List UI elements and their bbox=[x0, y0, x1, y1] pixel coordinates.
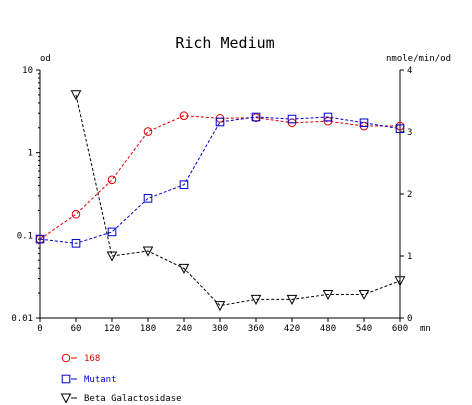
data-point bbox=[178, 263, 190, 274]
y-left-tick-label: 0.1 bbox=[17, 231, 33, 241]
data-point bbox=[143, 194, 153, 203]
x-tick-label: 420 bbox=[284, 324, 300, 334]
legend-label: Beta Galactosidase bbox=[84, 394, 182, 404]
data-point bbox=[142, 246, 154, 257]
legend: 168 Mutant Beta Galactosidase bbox=[60, 353, 182, 404]
legend-item: Beta Galactosidase bbox=[60, 393, 182, 404]
data-point bbox=[71, 239, 81, 248]
legend-marker bbox=[61, 353, 71, 363]
y-left-tick-label: 1 bbox=[28, 149, 33, 159]
series-line bbox=[75, 94, 401, 307]
data-point bbox=[215, 117, 225, 127]
data-point bbox=[70, 90, 82, 101]
series-1 bbox=[35, 112, 405, 248]
x-tick-label: 0 bbox=[37, 324, 42, 334]
data-point bbox=[322, 289, 334, 301]
y-right-tick-label: 2 bbox=[407, 190, 412, 200]
data-point bbox=[251, 112, 261, 122]
data-point bbox=[250, 294, 262, 305]
data-point bbox=[394, 276, 406, 287]
x-tick-label: 480 bbox=[320, 324, 336, 334]
x-tick-label: 300 bbox=[212, 324, 228, 334]
legend-marker bbox=[60, 393, 72, 404]
series-layer bbox=[35, 90, 406, 312]
x-tick-label: 60 bbox=[71, 324, 82, 334]
data-point bbox=[214, 301, 226, 312]
y-right-tick-label: 3 bbox=[407, 128, 412, 138]
legend-item: 168 bbox=[61, 353, 100, 364]
legend-item: Mutant bbox=[61, 374, 117, 385]
data-point bbox=[359, 118, 369, 128]
y-axis-left-label: od bbox=[40, 54, 51, 64]
series-0 bbox=[35, 111, 405, 244]
series-line bbox=[39, 116, 401, 244]
data-point bbox=[358, 289, 370, 301]
data-point bbox=[179, 111, 189, 121]
x-tick-label: 600 bbox=[392, 324, 408, 334]
data-point bbox=[143, 127, 153, 136]
legend-label: Mutant bbox=[84, 375, 117, 385]
data-point bbox=[35, 234, 45, 244]
data-point bbox=[107, 227, 117, 237]
data-point bbox=[71, 209, 81, 219]
x-tick-label: 180 bbox=[140, 324, 156, 334]
data-point bbox=[107, 175, 117, 185]
x-axis-unit-label: mn bbox=[420, 324, 431, 334]
y-right-tick-label: 4 bbox=[407, 66, 412, 76]
data-point bbox=[323, 112, 333, 122]
data-point bbox=[179, 180, 189, 189]
axes: 0 60 120 180 240 300 360 420 480 540 6001010.10.01… bbox=[11, 66, 412, 334]
y-right-tick-label: 0 bbox=[407, 314, 412, 324]
legend-marker bbox=[61, 374, 71, 384]
data-point bbox=[287, 114, 297, 124]
y-left-tick-label: 10 bbox=[22, 66, 33, 76]
x-tick-label: 120 bbox=[104, 324, 120, 334]
series-line bbox=[39, 115, 400, 240]
x-tick-label: 240 bbox=[176, 324, 192, 334]
data-point bbox=[106, 251, 118, 262]
y-right-tick-label: 1 bbox=[407, 252, 412, 262]
x-tick-label: 360 bbox=[248, 324, 264, 334]
x-tick-label: 540 bbox=[356, 324, 372, 334]
legend-label: 168 bbox=[84, 354, 100, 364]
data-point bbox=[395, 124, 405, 133]
chart-title: Rich Medium bbox=[175, 34, 274, 52]
data-point bbox=[286, 294, 298, 305]
y-left-tick-label: 0.01 bbox=[11, 314, 33, 324]
series-2 bbox=[70, 90, 406, 312]
y-axis-right-label: nmole/min/od bbox=[386, 54, 451, 64]
